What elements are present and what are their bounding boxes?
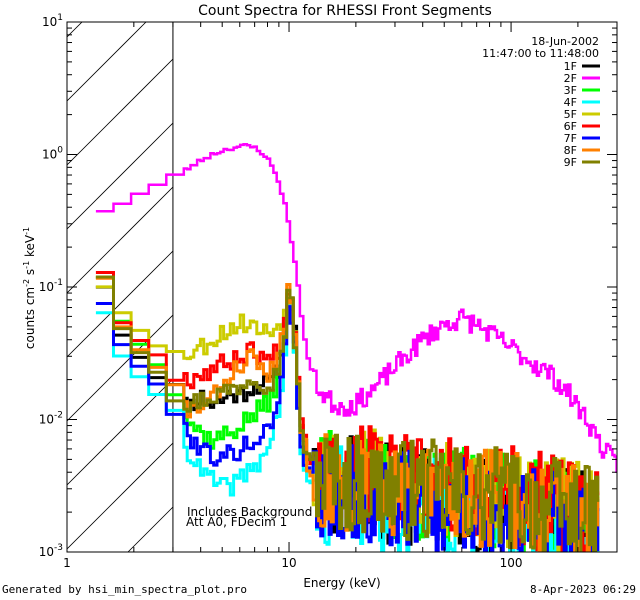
y-tick-label: 101 — [42, 13, 63, 29]
legend-label-2F: 2F — [564, 72, 577, 85]
chart-title: Count Spectra for RHESSI Front Segments — [198, 3, 492, 19]
hatch-line — [67, 186, 174, 294]
legend-label-5F: 5F — [564, 108, 577, 121]
legend-label-8F: 8F — [564, 144, 577, 157]
legend-label-9F: 9F — [564, 156, 577, 169]
legend-label-3F: 3F — [564, 84, 577, 97]
hatched-region — [67, 22, 174, 552]
legend-label-1F: 1F — [564, 60, 577, 73]
observation-date: 18-Jun-2002 — [531, 35, 599, 48]
time-range: 11:47:00 to 11:48:00 — [482, 47, 599, 60]
hatch-line — [67, 314, 174, 422]
y-axis-label: counts cm-2 s-1 keV-1 — [22, 227, 37, 349]
x-tick-label: 1 — [63, 556, 71, 570]
hatch-line — [67, 58, 174, 166]
series-line-9F — [95, 275, 600, 552]
legend-label-6F: 6F — [564, 120, 577, 133]
note-background: Includes Background — [187, 505, 312, 519]
y-tick-label: 10-2 — [39, 411, 63, 427]
y-tick-label: 10-1 — [39, 278, 63, 294]
hatch-line — [67, 250, 174, 358]
hatch-line — [127, 506, 174, 552]
y-tick-label: 100 — [42, 146, 63, 162]
hatch-line — [67, 442, 174, 550]
y-tick-label: 10-3 — [39, 543, 63, 559]
hatch-line — [67, 22, 83, 38]
legend-label-7F: 7F — [564, 132, 577, 145]
legend-label-4F: 4F — [564, 96, 577, 109]
note-attenuator: Att A0, FDecim 1 — [186, 515, 287, 529]
generation-date: 8-Apr-2023 06:29 — [530, 583, 636, 596]
axis-ticks: 1 10 100 10-3 10-2 10-1 100 101 — [39, 13, 618, 570]
x-tick-label: 10 — [281, 556, 296, 570]
x-axis-label: Energy (keV) — [303, 576, 380, 590]
series-layer — [95, 143, 617, 552]
series-line-2F — [95, 143, 617, 473]
hatch-line — [67, 22, 147, 102]
generator-credit: Generated by hsi_min_spectra_plot.pro — [2, 583, 248, 596]
hatch-line — [67, 122, 174, 230]
hatch-line — [67, 378, 174, 486]
x-tick-label: 100 — [500, 556, 523, 570]
